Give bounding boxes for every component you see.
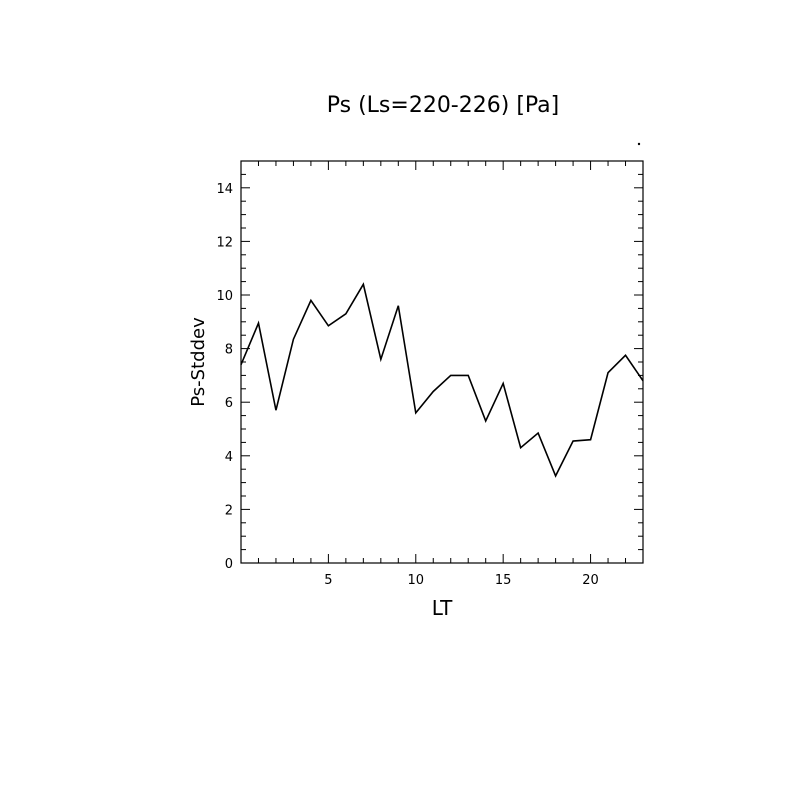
y-axis-label: Ps-Stddev (188, 317, 209, 407)
x-tick-label: 20 (582, 573, 599, 588)
x-tick-label: 15 (495, 573, 512, 588)
plot-frame (240, 160, 644, 564)
x-tick-label: 10 (408, 573, 425, 588)
x-axis-label: LT (432, 596, 453, 620)
y-tick-label: 14 (216, 182, 233, 197)
axis-ticks (241, 160, 644, 564)
y-tick-label: 4 (225, 450, 233, 465)
x-tick-labels: 5 10 15 20 (324, 573, 599, 588)
series-line (240, 282, 644, 478)
y-tick-label: 0 (225, 557, 233, 572)
y-tick-label: 12 (216, 235, 233, 250)
y-tick-label: 6 (225, 396, 233, 411)
y-tick-label: 2 (225, 503, 233, 518)
y-tick-labels: 0 2 4 6 8 10 12 14 (216, 182, 233, 572)
chart-title: Ps (Ls=220-226) [Pa] (327, 93, 560, 118)
x-tick-label: 5 (324, 573, 332, 588)
corner-dot (637, 142, 641, 146)
y-tick-label: 10 (216, 289, 233, 304)
y-tick-label: 8 (225, 343, 233, 358)
